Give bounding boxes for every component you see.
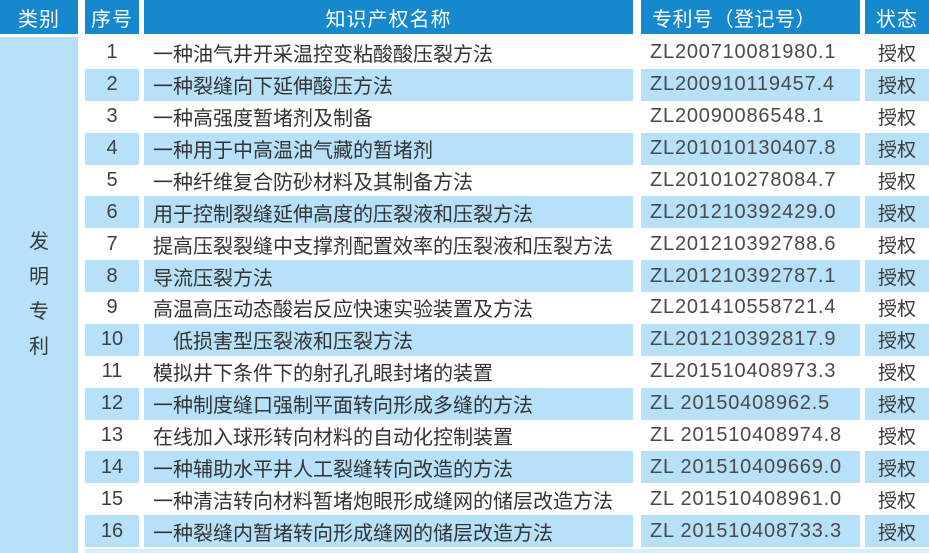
cell-status: 授权	[865, 323, 929, 356]
cell-name: 高温高压动态酸岩反应快速实验装置及方法	[153, 299, 533, 322]
cell-patent-no: ZL200710081980.1	[650, 41, 837, 64]
cell-patent-no: ZL201510408973.3	[650, 360, 837, 383]
cell-patent-no: ZL201010130407.8	[641, 132, 860, 165]
cell-patent-no: ZL201410558721.4	[650, 296, 837, 319]
category-char: 专	[29, 301, 49, 323]
cell-status: 授权	[877, 490, 916, 512]
cell-name: 一种用于中高温油气藏的暂堵剂	[144, 132, 633, 165]
cell-status: 授权	[877, 299, 916, 321]
category-cell-invention-patent: 发 明 专 利	[0, 37, 78, 553]
cell-patent-no: ZL201210392787.1	[641, 260, 860, 292]
cell-patent-no: ZL200910119457.4	[641, 68, 860, 101]
cell-name: 提高压裂裂缝中支撑剂配置效率的压裂液和压裂方法	[153, 235, 613, 258]
header-cell-category: 类别	[0, 0, 78, 34]
partial-next-row	[85, 549, 929, 553]
cell-index: 15	[100, 487, 124, 510]
cell-patent-no: ZL201010278084.7	[650, 168, 837, 191]
header-label-index: 序号	[91, 8, 133, 31]
header-cell-name: 知识产权名称	[144, 0, 633, 34]
header-label-category: 类别	[18, 8, 60, 31]
cell-status: 授权	[865, 387, 929, 420]
cell-status: 授权	[877, 426, 916, 448]
cell-status: 授权	[865, 132, 929, 165]
cell-patent-no: ZL201210392817.9	[641, 323, 860, 356]
cell-status: 授权	[865, 515, 929, 547]
cell-index: 6	[85, 196, 139, 229]
cell-index: 5	[106, 168, 118, 191]
cell-patent-no: ZL201210392429.0	[641, 196, 860, 229]
cell-name: 导流压裂方法	[144, 260, 633, 292]
cell-index: 7	[106, 232, 118, 255]
cell-name: 一种高强度暂堵剂及制备	[153, 108, 373, 131]
cell-name: 一种裂缝向下延伸酸压方法	[144, 68, 633, 101]
cell-status: 授权	[865, 260, 929, 292]
cell-patent-no: ZL201210392788.6	[650, 232, 837, 255]
header-cell-patent-no: 专利号（登记号）	[641, 0, 860, 34]
header-label-name: 知识产权名称	[325, 8, 452, 31]
cell-index: 10	[85, 323, 139, 356]
cell-patent-no: ZL 201510408961.0	[650, 487, 842, 510]
cell-index: 16	[85, 515, 139, 547]
cell-patent-no: ZL 201510408733.3	[641, 515, 860, 547]
header-cell-status: 状态	[865, 0, 929, 34]
cell-index: 9	[106, 296, 118, 319]
header-cell-index: 序号	[85, 0, 139, 34]
cell-status: 授权	[877, 171, 916, 193]
cell-name: 用于控制裂缝延伸高度的压裂液和压裂方法	[144, 196, 633, 229]
cell-name: 一种裂缝内暂堵转向形成缝网的储层改造方法	[144, 515, 633, 547]
cell-patent-no: ZL 201510408974.8	[650, 423, 842, 446]
cell-name: 在线加入球形转向材料的自动化控制装置	[153, 426, 513, 449]
cell-index: 4	[85, 132, 139, 165]
cell-name: 低损害型压裂液和压裂方法	[144, 323, 633, 356]
header-label-patent-no: 专利号（登记号）	[652, 8, 816, 31]
cell-index: 1	[106, 41, 118, 64]
cell-index: 13	[100, 423, 124, 446]
cell-status: 授权	[877, 44, 916, 66]
cell-name: 一种清洁转向材料暂堵炮眼形成缝网的储层改造方法	[153, 490, 613, 513]
cell-patent-no: ZL 201510409669.0	[641, 451, 860, 484]
cell-status: 授权	[877, 363, 916, 385]
cell-index: 12	[85, 387, 139, 420]
cell-name: 一种辅助水平井人工裂缝转向改造的方法	[144, 451, 633, 484]
cell-index: 3	[106, 105, 118, 128]
cell-status: 授权	[865, 451, 929, 484]
cell-name: 一种油气井开采温控变粘酸酸压裂方法	[153, 44, 493, 67]
category-char: 明	[29, 266, 49, 288]
cell-name: 模拟井下条件下的射孔孔眼封堵的装置	[153, 363, 493, 386]
cell-index: 8	[85, 260, 139, 292]
cell-name: 一种纤维复合防砂材料及其制备方法	[153, 171, 473, 194]
cell-status: 授权	[865, 196, 929, 229]
category-char: 利	[29, 336, 49, 358]
cell-index: 11	[101, 360, 123, 383]
cell-patent-no: ZL 20150408962.5	[641, 387, 860, 420]
cell-index: 2	[85, 68, 139, 101]
cell-status: 授权	[877, 235, 916, 257]
category-char: 发	[29, 231, 49, 253]
cell-patent-no: ZL20090086548.1	[650, 105, 825, 128]
header-label-status: 状态	[876, 8, 918, 31]
cell-status: 授权	[877, 108, 916, 130]
cell-name: 一种制度缝口强制平面转向形成多缝的方法	[144, 387, 633, 420]
cell-status: 授权	[865, 68, 929, 101]
cell-index: 14	[85, 451, 139, 484]
